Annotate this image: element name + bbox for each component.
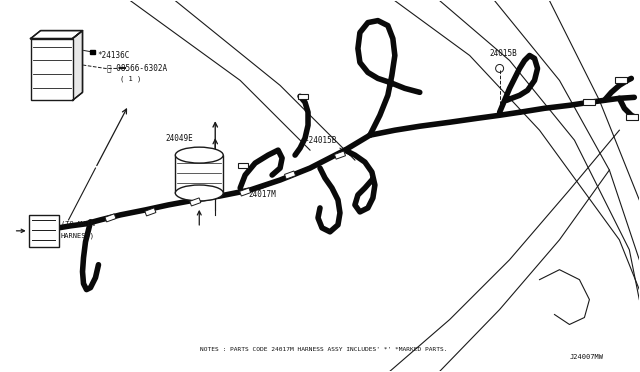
Bar bbox=[175, 155, 223, 193]
Text: 24049E: 24049E bbox=[165, 134, 193, 143]
Text: NOTES : PARTS CODE 24017M HARNESS ASSY INCLUDES' *' *MARKED PARTS.: NOTES : PARTS CODE 24017M HARNESS ASSY I… bbox=[200, 347, 448, 352]
Bar bbox=[239, 188, 251, 196]
Bar bbox=[90, 49, 95, 54]
Text: Ⓑ 08566-6302A: Ⓑ 08566-6302A bbox=[108, 64, 168, 73]
Text: (TO MAIN: (TO MAIN bbox=[61, 221, 95, 227]
Bar bbox=[627, 114, 638, 120]
Bar bbox=[29, 215, 59, 247]
Text: 24017M: 24017M bbox=[248, 190, 276, 199]
Text: ( 1 ): ( 1 ) bbox=[120, 76, 141, 82]
Text: 24015B: 24015B bbox=[490, 49, 517, 58]
Text: -24015B: -24015B bbox=[305, 136, 337, 145]
Bar bbox=[298, 94, 308, 99]
Polygon shape bbox=[72, 31, 83, 100]
Bar bbox=[105, 214, 116, 222]
Bar bbox=[335, 151, 346, 159]
Bar bbox=[238, 163, 248, 168]
FancyBboxPatch shape bbox=[31, 39, 72, 100]
Bar bbox=[285, 171, 296, 179]
Text: *24136C: *24136C bbox=[97, 51, 130, 60]
Ellipse shape bbox=[175, 147, 223, 163]
Text: HARNESS): HARNESS) bbox=[61, 233, 95, 239]
Polygon shape bbox=[31, 31, 83, 39]
Bar bbox=[584, 99, 595, 105]
Ellipse shape bbox=[175, 185, 223, 201]
Text: J24007MW: J24007MW bbox=[570, 355, 604, 360]
Bar bbox=[189, 198, 201, 206]
Bar bbox=[145, 208, 156, 216]
Bar bbox=[615, 77, 627, 83]
